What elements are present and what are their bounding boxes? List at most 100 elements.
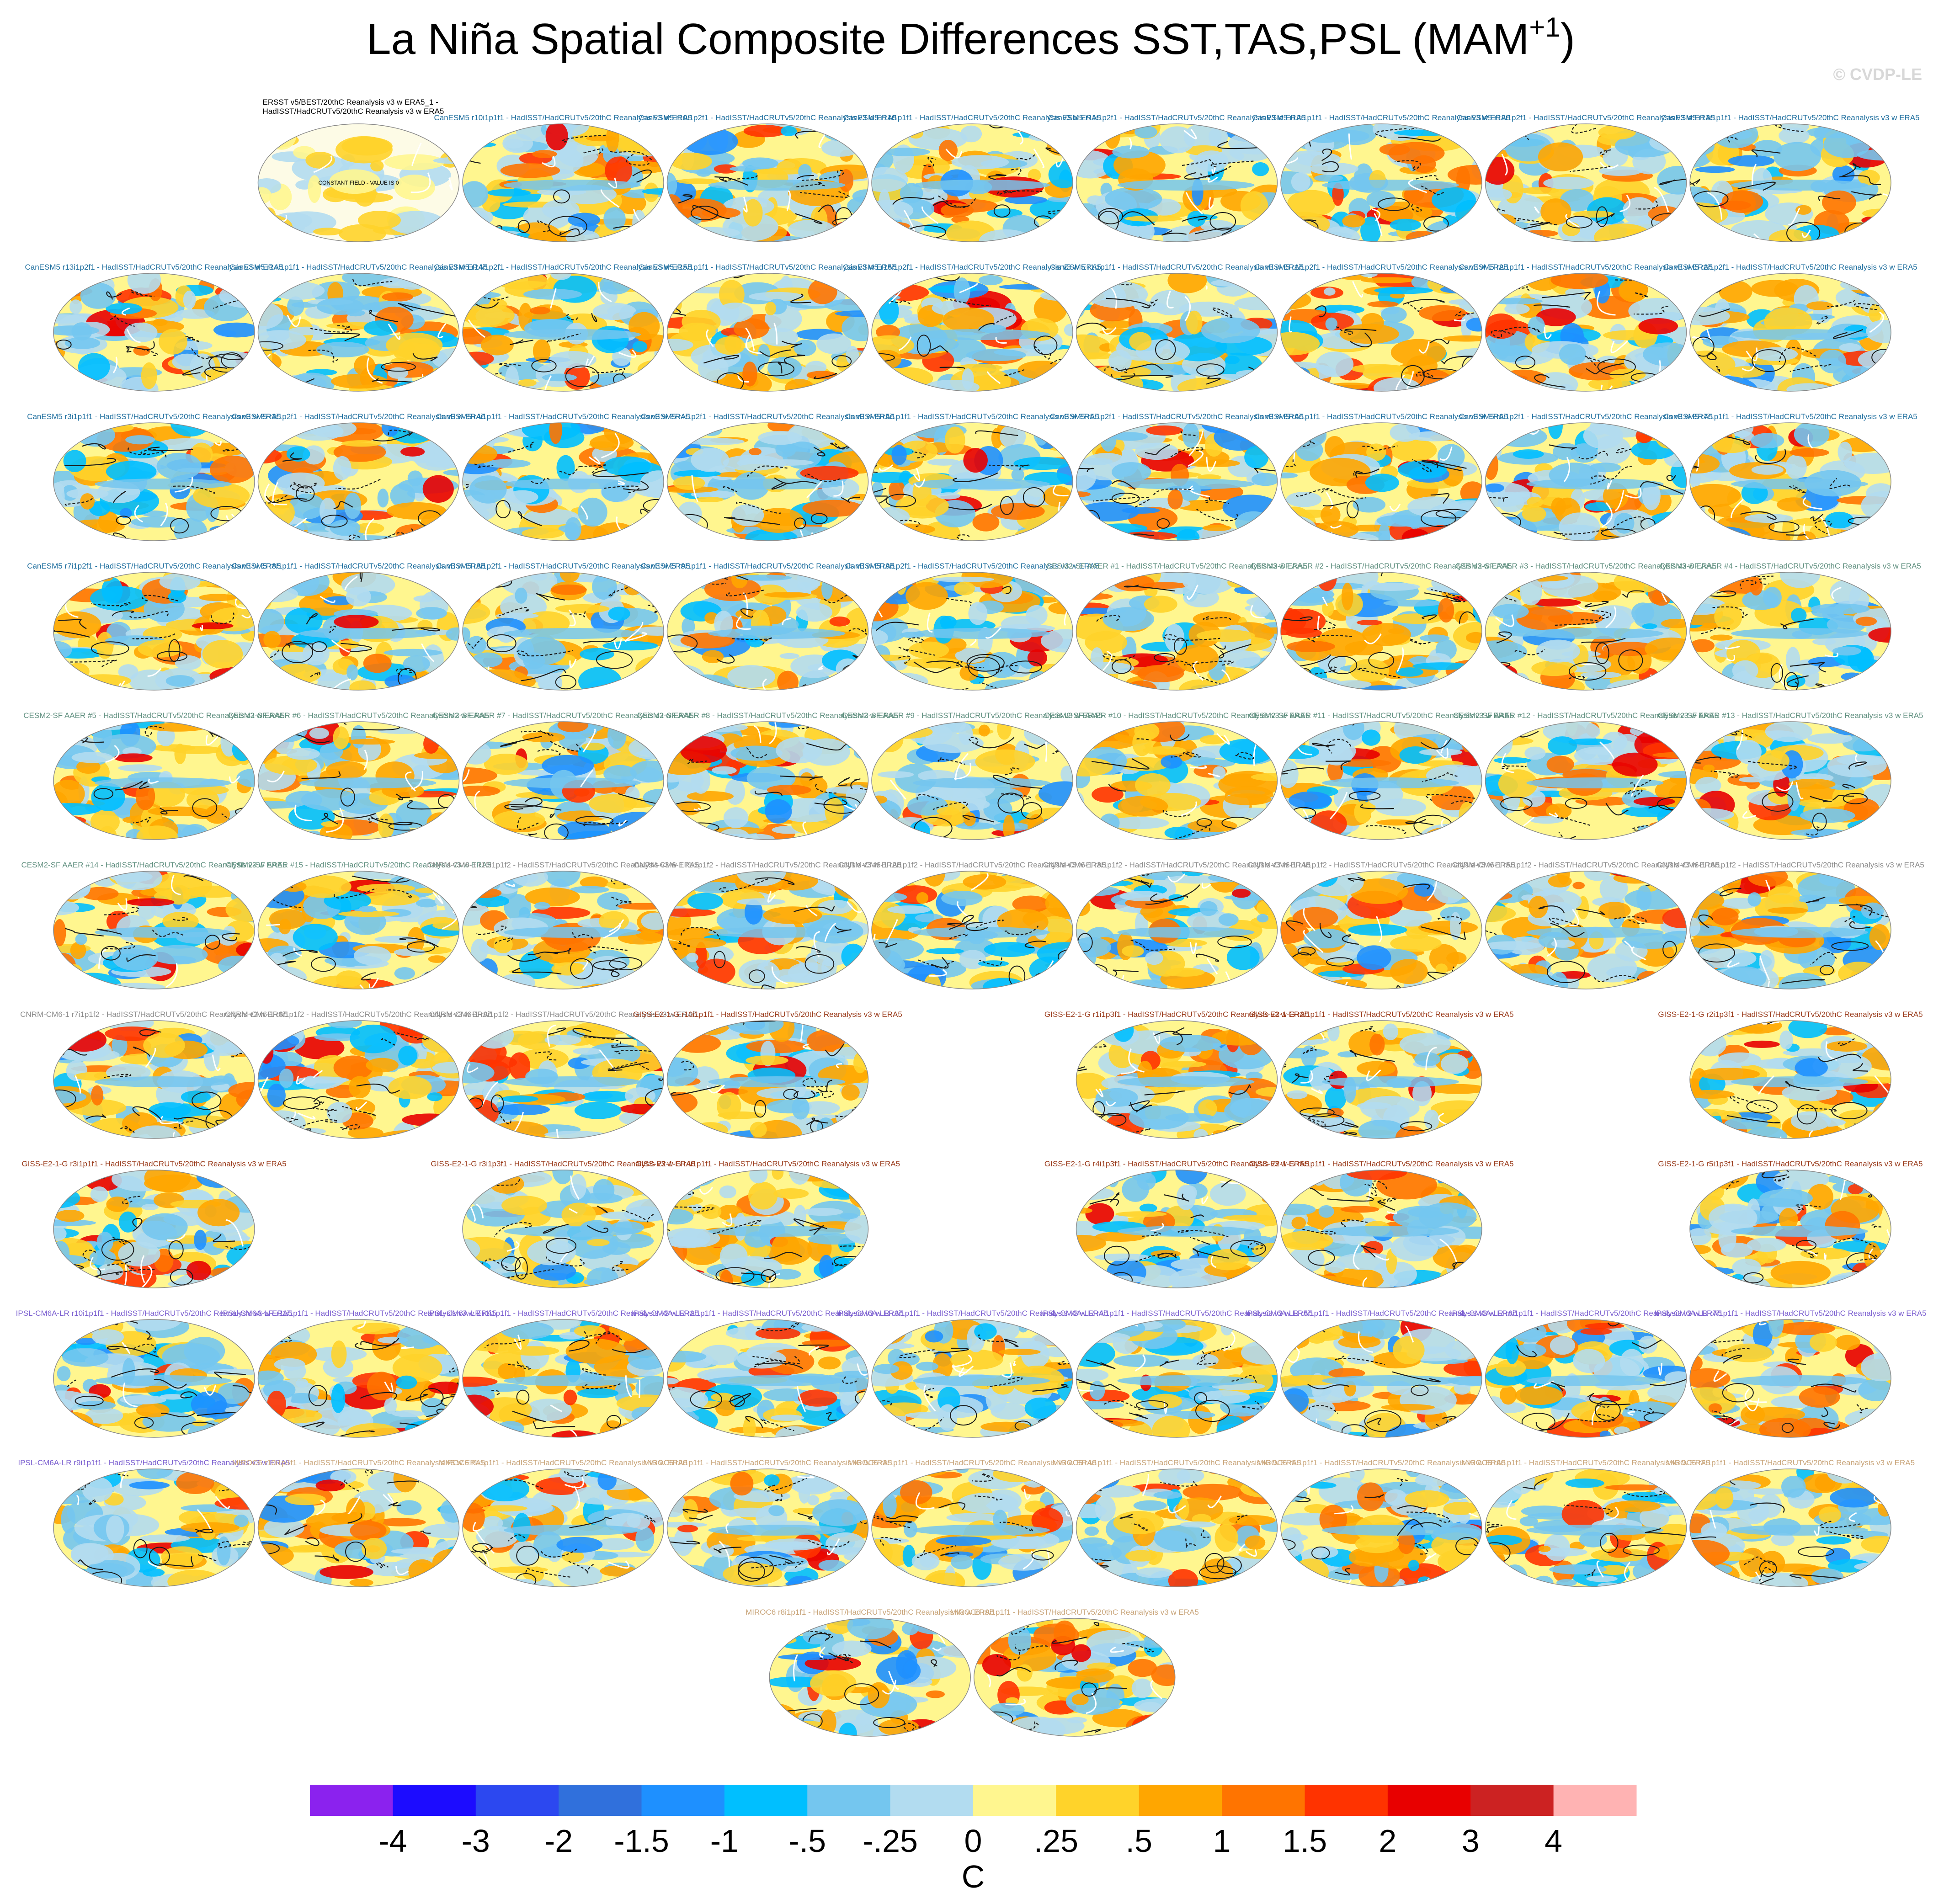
map-blob bbox=[38, 641, 72, 659]
map-blob bbox=[148, 723, 208, 732]
map-blob bbox=[346, 739, 395, 745]
map-blob bbox=[506, 490, 538, 504]
map bbox=[1459, 563, 1707, 701]
map-blob bbox=[1291, 172, 1310, 191]
map-blob bbox=[75, 934, 87, 945]
map-blob bbox=[1486, 214, 1517, 228]
map-blob bbox=[831, 674, 878, 701]
map-blob bbox=[578, 667, 622, 695]
panel-title: CESM2-SF AAER #4 - HadISST/HadCRUTv5/20t… bbox=[1660, 562, 1921, 570]
map-blob bbox=[1515, 835, 1531, 841]
map-blob bbox=[972, 513, 999, 532]
map-blob bbox=[378, 489, 389, 508]
contour bbox=[238, 886, 254, 896]
land-outline bbox=[1036, 390, 1042, 399]
map-blob bbox=[880, 271, 904, 290]
map-blob bbox=[1100, 814, 1120, 832]
map-blob bbox=[1669, 425, 1695, 450]
map-blob bbox=[267, 722, 306, 730]
map-blob bbox=[781, 126, 797, 136]
map-blob bbox=[1800, 808, 1855, 823]
map-blob bbox=[1832, 646, 1861, 655]
contour bbox=[470, 521, 483, 530]
map-blob bbox=[463, 381, 482, 398]
map-blob bbox=[341, 440, 382, 447]
map-blob bbox=[956, 822, 995, 830]
map-blob bbox=[1124, 216, 1182, 222]
panel: CESM2-SF AAER #8 - HadISST/HadCRUTv5/20t… bbox=[637, 711, 899, 845]
map-blob bbox=[1114, 384, 1128, 392]
panel: CanESM5 r3i1p1f1 - HadISST/HadCRUTv5/20t… bbox=[27, 410, 282, 546]
land-outline bbox=[630, 235, 640, 247]
map-blob bbox=[1527, 777, 1664, 788]
panel: CanESM5 r9i1p2f1 - HadISST/HadCRUTv5/20t… bbox=[845, 560, 1099, 699]
map-blob bbox=[509, 798, 543, 814]
map-blob bbox=[641, 913, 671, 930]
map-blob bbox=[472, 652, 503, 667]
map-blob bbox=[1194, 150, 1228, 171]
map-blob bbox=[1118, 479, 1255, 489]
panel: CanESM5 r5i1p2f1 - HadISST/HadCRUTv5/20t… bbox=[1050, 410, 1304, 554]
map-blob bbox=[1119, 532, 1177, 540]
map-blob bbox=[1861, 215, 1900, 225]
map-blob bbox=[794, 340, 816, 356]
map-blob bbox=[1455, 611, 1469, 623]
land-outline bbox=[661, 229, 669, 248]
contour bbox=[416, 682, 435, 694]
contour bbox=[1485, 271, 1500, 279]
map bbox=[1260, 415, 1503, 555]
map-blob bbox=[78, 353, 110, 380]
map-blob bbox=[299, 628, 437, 639]
map-blob bbox=[1861, 491, 1905, 521]
map-blob bbox=[922, 338, 959, 351]
contour bbox=[1677, 744, 1686, 754]
map-blob bbox=[1669, 678, 1713, 684]
map-blob bbox=[966, 349, 1026, 362]
map bbox=[445, 413, 687, 547]
map-blob bbox=[1365, 473, 1399, 492]
land-outline bbox=[1510, 377, 1517, 390]
map-blob bbox=[244, 214, 293, 240]
contour bbox=[1237, 720, 1255, 726]
map-blob bbox=[811, 583, 870, 602]
map-blob bbox=[687, 791, 734, 802]
map-blob bbox=[530, 307, 550, 314]
contour bbox=[643, 219, 664, 227]
map-blob bbox=[600, 275, 632, 295]
contour bbox=[1877, 517, 1912, 526]
map-blob bbox=[1538, 143, 1583, 171]
map-blob bbox=[1017, 361, 1065, 379]
map-blob bbox=[891, 445, 906, 465]
map-blob bbox=[276, 664, 321, 684]
map-blob bbox=[357, 884, 415, 893]
map-blob bbox=[359, 906, 376, 912]
map bbox=[654, 414, 892, 548]
map-blob bbox=[1438, 598, 1454, 622]
panel: CanESM5 r8i1p2f1 - HadISST/HadCRUTv5/20t… bbox=[436, 562, 706, 701]
map-blob bbox=[1703, 532, 1715, 542]
map-blob bbox=[253, 721, 289, 734]
land-outline bbox=[1454, 684, 1465, 702]
contour bbox=[457, 280, 494, 289]
map-blob bbox=[1590, 420, 1608, 435]
map-blob bbox=[1200, 220, 1234, 232]
contour bbox=[178, 838, 208, 844]
map-blob bbox=[1246, 597, 1280, 606]
map-blob bbox=[667, 524, 694, 542]
contour bbox=[20, 877, 63, 888]
map-blob bbox=[849, 424, 900, 432]
map-blob bbox=[1732, 660, 1758, 681]
panel: CanESM5 r1i1p2f1 - HadISST/HadCRUTv5/20t… bbox=[1254, 262, 1508, 404]
map-blob bbox=[471, 731, 487, 740]
map-blob bbox=[883, 233, 913, 245]
map-blob bbox=[815, 534, 829, 542]
map-blob bbox=[1388, 628, 1404, 634]
map-blob bbox=[346, 665, 358, 681]
map bbox=[654, 565, 899, 706]
map-blob bbox=[1500, 674, 1523, 691]
map-blob bbox=[42, 367, 70, 389]
map-blob bbox=[876, 727, 904, 752]
map-blob bbox=[33, 900, 79, 915]
map-blob bbox=[1497, 674, 1516, 679]
